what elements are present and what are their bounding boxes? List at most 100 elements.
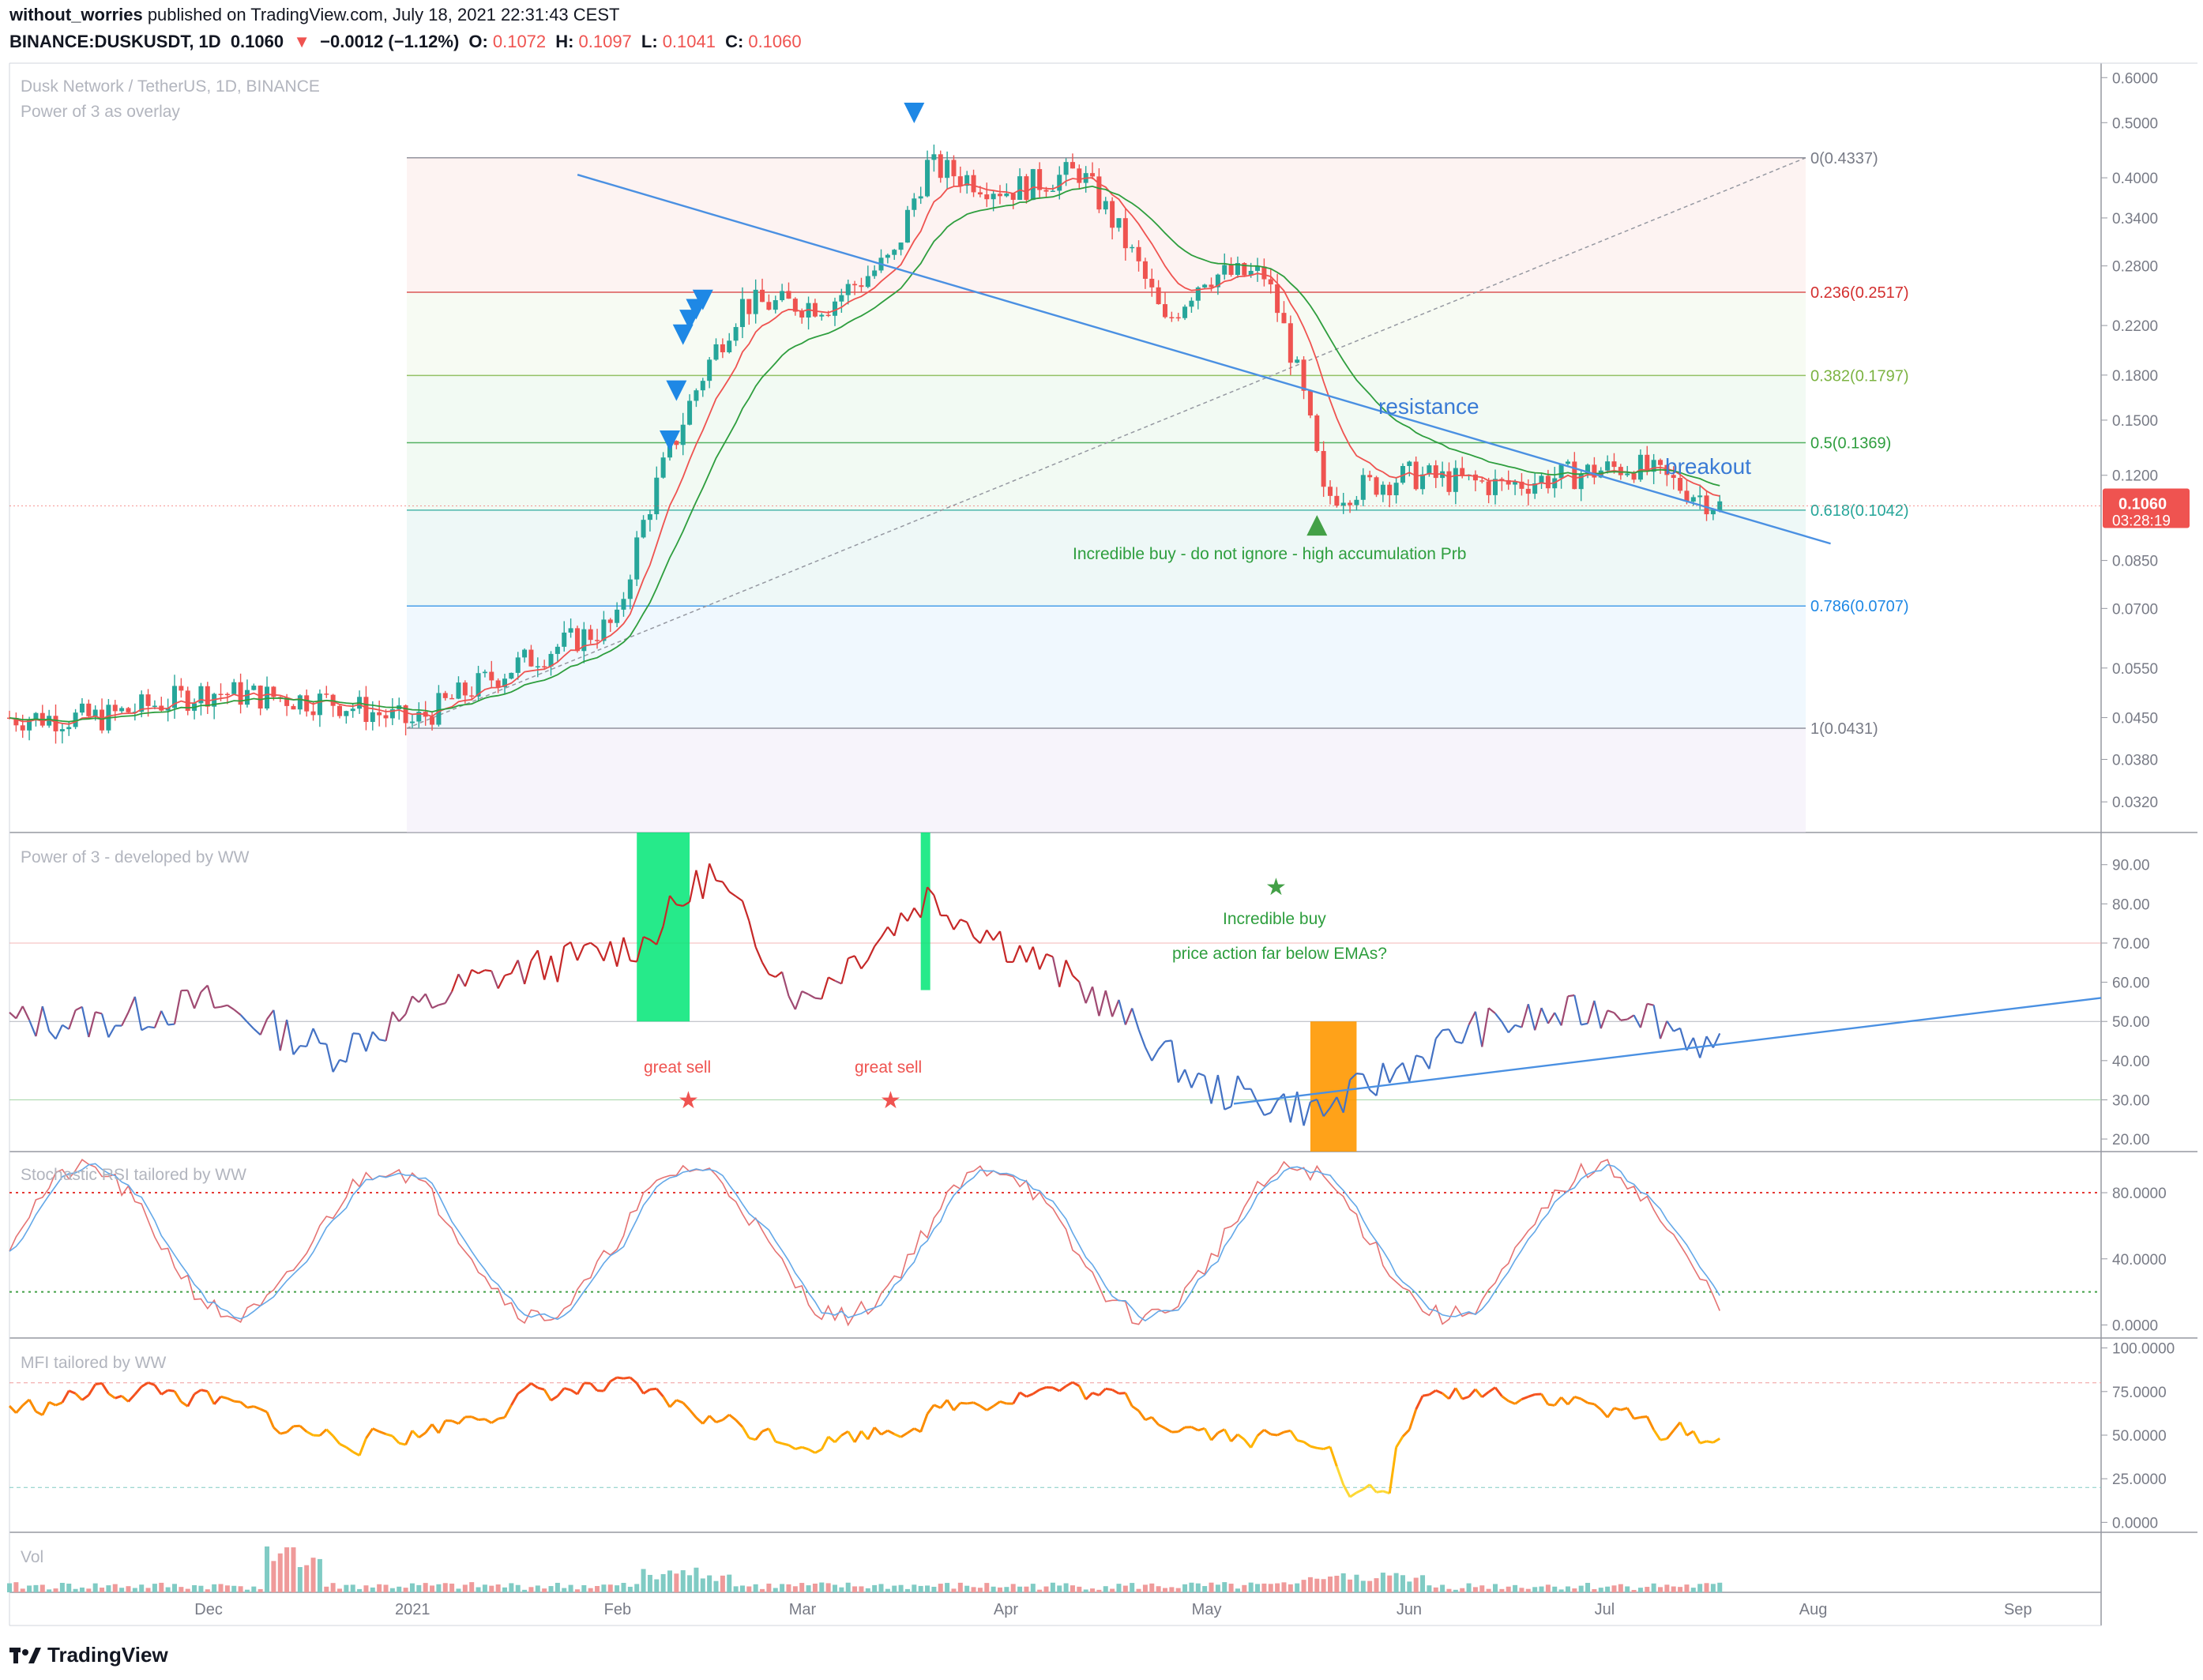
power3-line-segment xyxy=(1514,1024,1522,1028)
power3-line-segment xyxy=(1058,960,1067,987)
volume-bar xyxy=(20,1588,25,1592)
current-price-value: 0.1060 xyxy=(2118,496,2167,513)
candle-body xyxy=(588,629,593,641)
mfi-line-segment xyxy=(603,1381,611,1392)
author-name[interactable]: without_worries xyxy=(9,5,143,24)
candle-body xyxy=(819,314,825,317)
mfi-line-segment xyxy=(8,1405,17,1414)
volume-bar xyxy=(1295,1583,1300,1592)
power3-line-segment xyxy=(821,977,829,999)
candle-body xyxy=(436,693,442,725)
candle-body xyxy=(694,390,699,401)
power3-line-segment xyxy=(1673,1027,1681,1032)
mfi-line-segment xyxy=(853,1430,863,1443)
volume-bar xyxy=(423,1583,428,1592)
mfi-line-segment xyxy=(550,1395,558,1402)
volume-bar xyxy=(1671,1586,1676,1592)
volume-bar xyxy=(839,1587,844,1592)
candle-body xyxy=(179,686,184,691)
volume-bar xyxy=(258,1588,263,1592)
mfi-line-segment xyxy=(795,1445,803,1450)
mfi-line-segment xyxy=(517,1388,525,1395)
mfi-line-segment xyxy=(1408,1408,1418,1430)
volume-bar xyxy=(205,1589,210,1592)
volume-bar xyxy=(126,1586,131,1592)
mfi-line-segment xyxy=(1566,1396,1576,1406)
volume-bar xyxy=(1248,1582,1254,1592)
candle-body xyxy=(416,712,422,722)
power3-line-segment xyxy=(906,908,915,922)
mfi-line-segment xyxy=(788,1444,796,1450)
candle-body xyxy=(1545,475,1551,489)
candle-body xyxy=(654,477,660,515)
volume-bar xyxy=(27,1585,32,1592)
mfi-line-segment xyxy=(478,1418,486,1422)
mfi-line-segment xyxy=(35,1410,43,1416)
symbol-name[interactable]: BINANCE:DUSKUSDT, 1D xyxy=(9,32,221,51)
resistance-trend-line xyxy=(577,174,1831,545)
annotation-incredible-buy-2: Incredible buy xyxy=(1223,910,1326,928)
indicator-axis-label: 50.0000 xyxy=(2112,1428,2167,1445)
mfi-line-segment xyxy=(1528,1393,1536,1398)
power3-line-segment xyxy=(15,1005,24,1019)
volume-bar xyxy=(436,1584,442,1592)
volume-bar xyxy=(1506,1586,1511,1592)
volume-bar xyxy=(1163,1588,1167,1592)
mfi-line-segment xyxy=(840,1430,849,1437)
power3-line-segment xyxy=(1296,1091,1305,1126)
brand-name[interactable]: TradingView xyxy=(47,1643,168,1667)
candle-body xyxy=(1116,218,1122,228)
volume-bar xyxy=(720,1575,725,1592)
volume-bar xyxy=(1235,1588,1240,1592)
candle-body xyxy=(403,705,408,723)
volume-bar xyxy=(1460,1588,1465,1592)
candle-body xyxy=(383,715,389,719)
candle-body xyxy=(733,327,739,341)
power3-line-segment xyxy=(21,1005,31,1020)
candle-body xyxy=(707,359,712,381)
candle-body xyxy=(833,301,837,316)
mfi-line-segment xyxy=(484,1418,493,1424)
candle-body xyxy=(1525,488,1531,494)
volume-bar xyxy=(931,1586,937,1592)
mfi-line-segment xyxy=(966,1401,974,1405)
candle-body xyxy=(1427,465,1432,475)
power3-line-segment xyxy=(1072,975,1081,983)
power3-line-segment xyxy=(319,1042,327,1045)
mfi-line-segment xyxy=(153,1384,163,1396)
candle-body xyxy=(1539,475,1544,483)
candle-body xyxy=(1493,479,1498,495)
mfi-line-segment xyxy=(761,1427,769,1433)
volume-bar xyxy=(1288,1584,1293,1592)
volume-bar xyxy=(1690,1588,1696,1592)
price-axis-label: 0.5000 xyxy=(2112,115,2158,132)
candle-body xyxy=(33,712,39,720)
mfi-line-segment xyxy=(503,1404,513,1419)
power3-line-segment xyxy=(596,947,605,962)
volume-bar xyxy=(687,1575,693,1592)
candle-body xyxy=(1360,475,1366,500)
power3-line-segment xyxy=(220,1004,228,1008)
mfi-line-segment xyxy=(1652,1429,1662,1441)
volume-bar xyxy=(238,1586,243,1592)
volume-bar xyxy=(1195,1583,1201,1592)
power3-line-segment xyxy=(133,996,143,1031)
candle-body xyxy=(839,295,844,302)
mfi-line-segment xyxy=(81,1394,90,1401)
mfi-line-segment xyxy=(1065,1381,1073,1388)
candle-body xyxy=(1671,475,1676,479)
power3-line-segment xyxy=(1521,1003,1529,1028)
volume-bar xyxy=(833,1584,837,1592)
power3-line-segment xyxy=(814,997,822,1000)
mfi-line-segment xyxy=(1448,1387,1457,1400)
volume-bar xyxy=(33,1584,39,1592)
mfi-line-segment xyxy=(662,1396,671,1408)
publish-header: without_worries published on TradingView… xyxy=(9,5,619,25)
mfi-line-segment xyxy=(610,1376,618,1383)
volume-bar xyxy=(363,1585,369,1592)
volume-bar xyxy=(641,1569,646,1592)
volume-bar xyxy=(1367,1580,1373,1592)
candle-body xyxy=(1532,483,1538,494)
